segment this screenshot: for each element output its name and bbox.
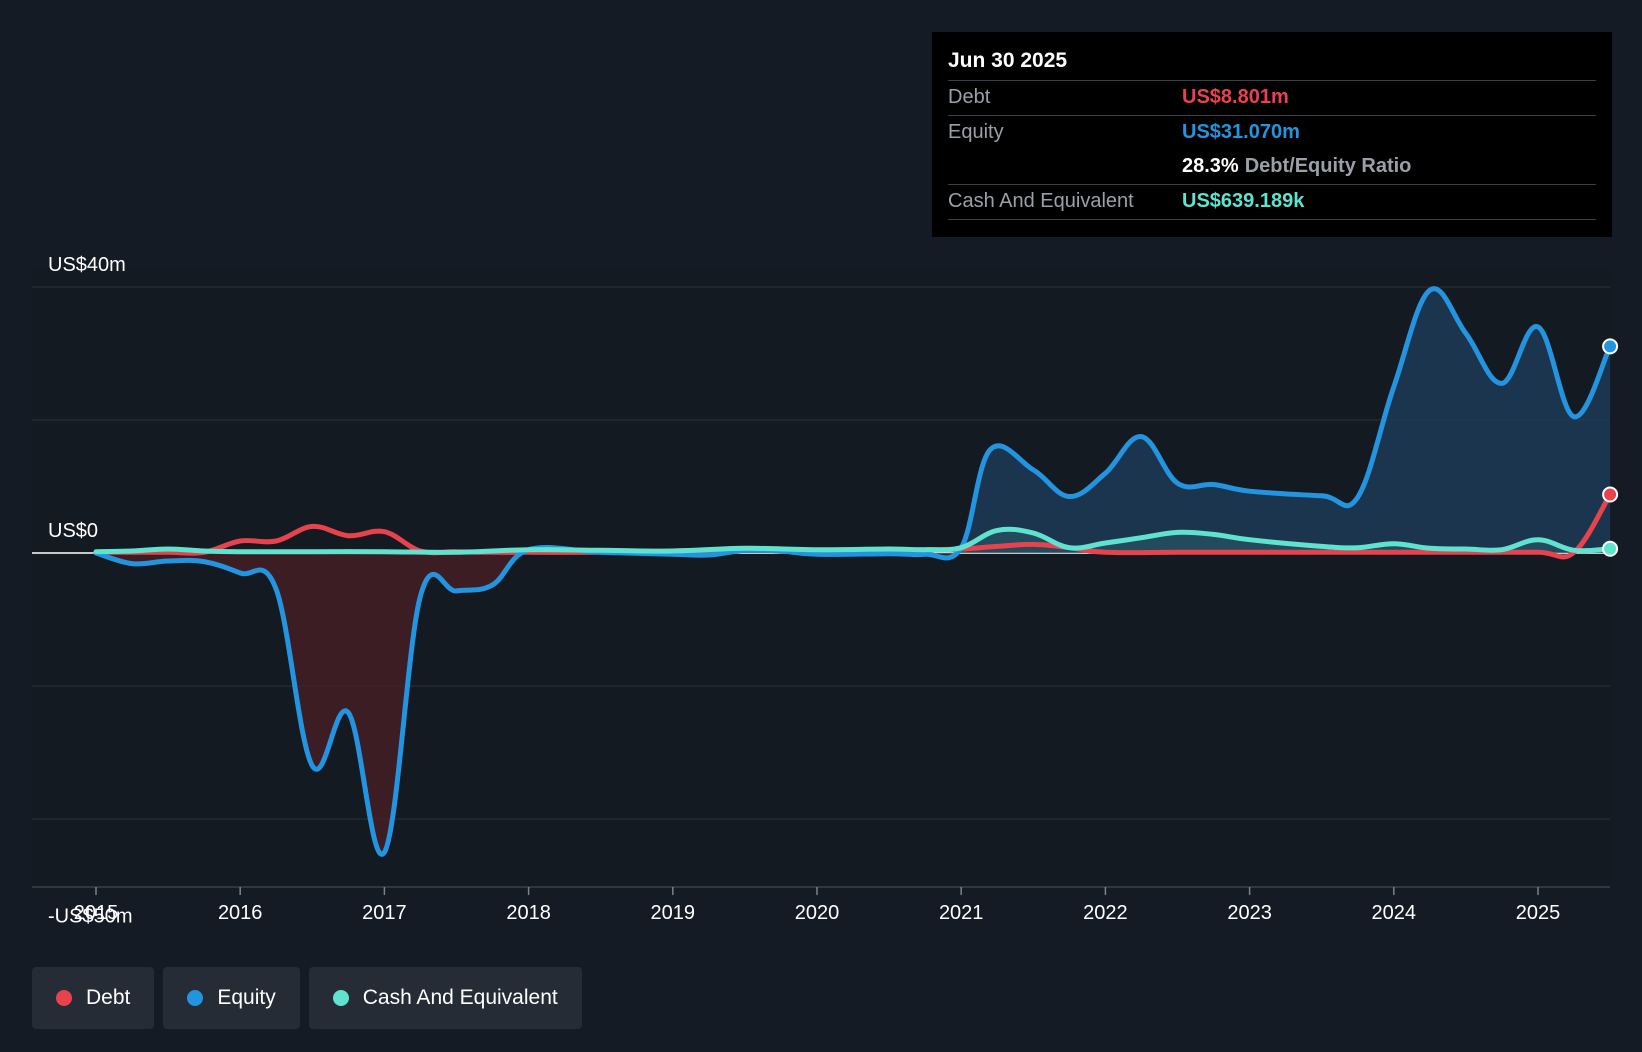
x-tick-label: 2023 [1227,902,1272,924]
cash-end-marker [1602,540,1619,557]
tooltip-cash-label: Cash And Equivalent [948,190,1134,212]
tooltip-date: Jun 30 2025 [948,49,1068,72]
x-tick-label: 2016 [218,902,263,924]
tooltip-ratio-row: 28.3% Debt/Equity Ratio [948,150,1596,184]
tooltip-panel: Jun 30 2025 Debt US$8.801m Equity US$31.… [932,32,1612,237]
legend-cash-label: Cash And Equivalent [362,986,558,1009]
tooltip-debt-value: US$8.801m [1182,86,1289,108]
tooltip-ratio-value: 28.3% [1182,155,1239,177]
marker-layer [1602,338,1619,557]
cash-line [93,526,1613,555]
y-tick-label: US$40m [48,254,126,276]
tooltip-cash-row: Cash And Equivalent US$639.189k [948,184,1596,220]
equity-line [93,286,1613,857]
x-tick-label: 2015 [74,902,119,924]
legend-item-cash[interactable]: Cash And Equivalent [308,967,582,1029]
line-layer [93,286,1613,857]
x-tick-label: 2017 [362,902,407,924]
legend-item-equity[interactable]: Equity [163,967,300,1029]
area-layer [96,288,1611,855]
equity-area-negative [96,553,1611,855]
tooltip-equity-value: US$31.070m [1182,121,1300,143]
tooltip-debt-label: Debt [948,86,991,108]
equity-end-marker [1602,338,1619,355]
chart-legend: Debt Equity Cash And Equivalent [32,967,582,1029]
x-tick-label: 2022 [1083,902,1128,924]
legend-item-debt[interactable]: Debt [32,967,155,1029]
debt-end-marker [1602,486,1619,503]
tooltip-cash-value: US$639.189k [1182,190,1305,212]
x-tick-label: 2024 [1372,902,1417,924]
tooltip-ratio-label: Debt/Equity Ratio [1244,155,1412,177]
cash-dot-icon [332,990,349,1006]
debt-dot-icon [56,990,72,1006]
legend-equity-label: Equity [217,986,276,1009]
equity-area-positive [96,288,1611,553]
tooltip-debt-row: Debt US$8.801m [948,80,1596,115]
legend-debt-label: Debt [86,986,131,1009]
equity-dot-icon [187,990,204,1006]
tooltip-equity-label: Equity [948,121,1004,143]
x-tick-label: 2018 [506,902,551,924]
y-tick-label: US$0 [48,520,98,542]
x-tick-label: 2025 [1516,902,1561,924]
x-tick-label: 2021 [939,902,984,924]
x-tick-label: 2020 [795,902,840,924]
x-tick-label: 2019 [651,902,696,924]
tooltip-equity-row: Equity US$31.070m [948,115,1596,150]
y-tick-label: -US$50m [48,906,132,928]
cash-area [96,529,1611,553]
